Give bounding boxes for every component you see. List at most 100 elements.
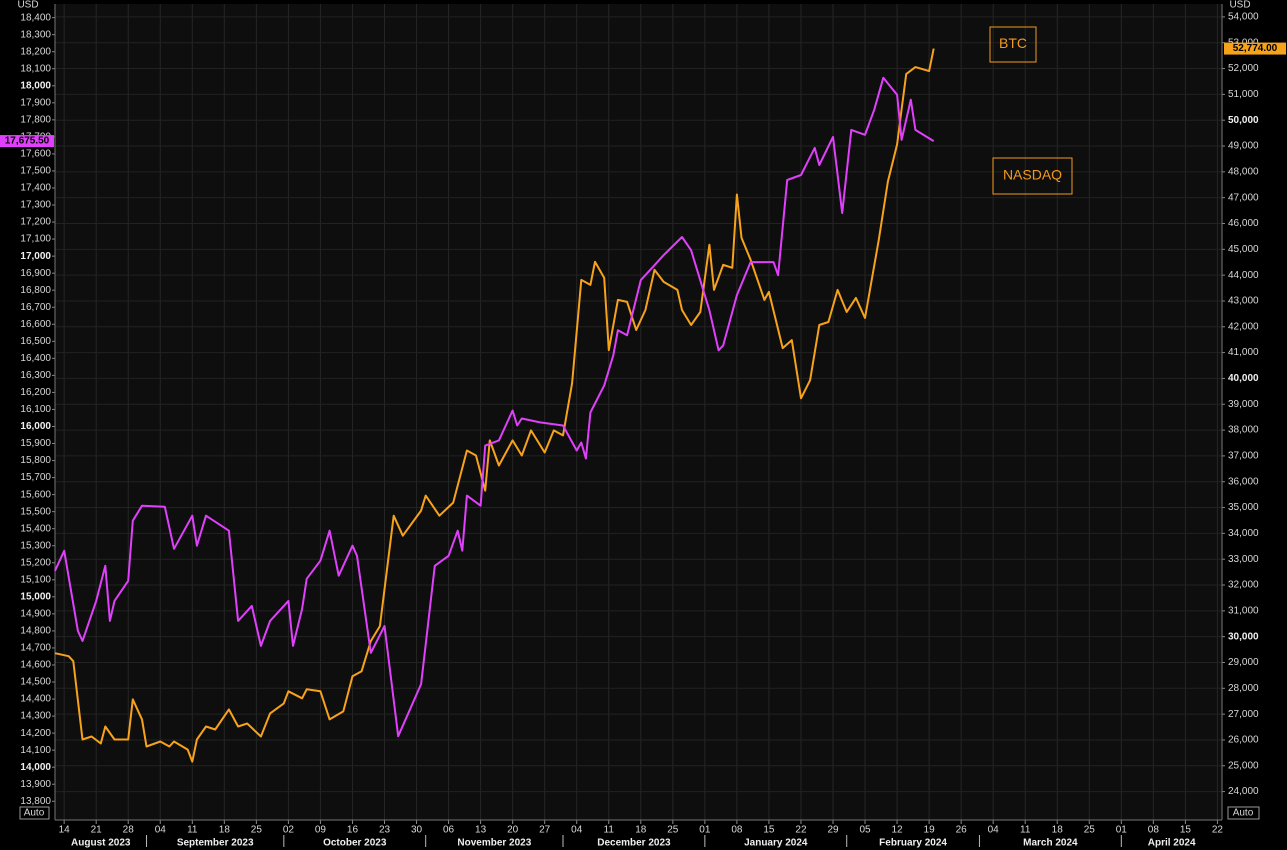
month-label: January 2024 bbox=[744, 838, 808, 849]
y-tick-label: 15,600 bbox=[20, 489, 51, 500]
y-tick-label: 14,600 bbox=[20, 660, 51, 671]
y2-tick-label: 52,000 bbox=[1228, 63, 1259, 74]
x-tick-label: 04 bbox=[988, 825, 1000, 836]
y-tick-label: 14,400 bbox=[20, 694, 51, 705]
x-tick-label: 01 bbox=[699, 825, 711, 836]
y2-tick-label: 42,000 bbox=[1228, 321, 1259, 332]
x-tick-label: 09 bbox=[315, 825, 327, 836]
y-tick-label: 16,900 bbox=[20, 268, 51, 279]
x-tick-label: 25 bbox=[1084, 825, 1096, 836]
y-tick-label: 15,400 bbox=[20, 523, 51, 534]
y2-unit: USD bbox=[1229, 0, 1250, 11]
x-tick-label: 06 bbox=[443, 825, 455, 836]
month-label: September 2023 bbox=[177, 838, 254, 849]
y-tick-label: 15,800 bbox=[20, 455, 51, 466]
y-tick-label: 17,100 bbox=[20, 234, 51, 245]
x-tick-label: 27 bbox=[539, 825, 551, 836]
x-tick-label: 08 bbox=[1148, 825, 1160, 836]
y2-tick-label: 49,000 bbox=[1228, 141, 1259, 152]
last-value-label: 52,774.00 bbox=[1233, 43, 1278, 54]
month-label: March 2024 bbox=[1023, 838, 1078, 849]
y-tick-label: 17,200 bbox=[20, 217, 51, 228]
last-value-box bbox=[0, 135, 54, 148]
month-label: December 2023 bbox=[597, 838, 671, 849]
y-tick-label: 17,300 bbox=[20, 200, 51, 211]
x-tick-label: 18 bbox=[219, 825, 231, 836]
y2-tick-label: 38,000 bbox=[1228, 425, 1259, 436]
y-tick-label: 17,800 bbox=[20, 114, 51, 125]
y-tick-label: 15,300 bbox=[20, 540, 51, 551]
month-label: April 2024 bbox=[1148, 838, 1196, 849]
y2-tick-label: 41,000 bbox=[1228, 347, 1259, 358]
y2-tick-label: 54,000 bbox=[1228, 12, 1259, 23]
y-tick-label: 14,000 bbox=[20, 762, 51, 773]
legend-label: BTC bbox=[999, 35, 1027, 51]
series-line bbox=[54, 76, 935, 738]
x-tick-label: 23 bbox=[379, 825, 391, 836]
y-unit: USD bbox=[17, 0, 38, 11]
y-tick-label: 14,500 bbox=[20, 677, 51, 688]
y2-tick-label: 31,000 bbox=[1228, 605, 1259, 616]
y2-tick-label: 34,000 bbox=[1228, 528, 1259, 539]
month-label: November 2023 bbox=[457, 838, 531, 849]
x-tick-label: 19 bbox=[924, 825, 936, 836]
auto-label[interactable]: Auto bbox=[24, 808, 45, 819]
y2-tick-label: 24,000 bbox=[1228, 786, 1259, 797]
y-tick-label: 16,100 bbox=[20, 404, 51, 415]
y2-tick-label: 44,000 bbox=[1228, 270, 1259, 281]
y2-tick-label: 37,000 bbox=[1228, 451, 1259, 462]
y2-tick-label: 25,000 bbox=[1228, 760, 1259, 771]
x-tick-label: 11 bbox=[187, 825, 198, 836]
y-tick-label: 18,100 bbox=[20, 63, 51, 74]
y-tick-label: 18,400 bbox=[20, 12, 51, 23]
x-tick-label: 15 bbox=[1180, 825, 1192, 836]
y2-tick-label: 33,000 bbox=[1228, 554, 1259, 565]
y2-tick-label: 32,000 bbox=[1228, 580, 1259, 591]
plot-area bbox=[55, 4, 1222, 820]
auto-label[interactable]: Auto bbox=[1233, 808, 1254, 819]
y2-tick-label: 50,000 bbox=[1228, 115, 1259, 126]
x-tick-label: 18 bbox=[635, 825, 647, 836]
auto-button[interactable] bbox=[19, 806, 50, 820]
y-tick-label: 18,200 bbox=[20, 46, 51, 57]
y2-tick-label: 28,000 bbox=[1228, 683, 1259, 694]
x-tick-label: 25 bbox=[667, 825, 679, 836]
x-tick-label: 22 bbox=[795, 825, 807, 836]
y-tick-label: 16,500 bbox=[20, 336, 51, 347]
x-tick-label: 11 bbox=[604, 825, 615, 836]
y-tick-label: 14,100 bbox=[20, 745, 51, 756]
x-tick-label: 15 bbox=[763, 825, 775, 836]
x-tick-label: 29 bbox=[827, 825, 839, 836]
x-tick-label: 30 bbox=[411, 825, 423, 836]
x-tick-label: 12 bbox=[892, 825, 904, 836]
y-tick-label: 16,000 bbox=[20, 421, 51, 432]
y-tick-label: 14,300 bbox=[20, 711, 51, 722]
y-tick-label: 15,900 bbox=[20, 438, 51, 449]
y2-tick-label: 30,000 bbox=[1228, 631, 1259, 642]
y-tick-label: 16,600 bbox=[20, 319, 51, 330]
y-tick-label: 13,900 bbox=[20, 779, 51, 790]
x-tick-label: 11 bbox=[1020, 825, 1031, 836]
legend-box bbox=[989, 26, 1037, 63]
series-line bbox=[54, 48, 935, 763]
x-tick-label: 25 bbox=[251, 825, 263, 836]
x-tick-label: 05 bbox=[859, 825, 871, 836]
y-tick-label: 14,700 bbox=[20, 643, 51, 654]
x-tick-label: 04 bbox=[571, 825, 583, 836]
y-tick-label: 14,900 bbox=[20, 609, 51, 620]
y2-tick-label: 39,000 bbox=[1228, 399, 1259, 410]
y-tick-label: 15,200 bbox=[20, 557, 51, 568]
x-tick-label: 16 bbox=[347, 825, 359, 836]
auto-button[interactable] bbox=[1227, 806, 1260, 820]
y2-tick-label: 47,000 bbox=[1228, 192, 1259, 203]
y-tick-label: 17,900 bbox=[20, 97, 51, 108]
y-tick-label: 17,400 bbox=[20, 183, 51, 194]
y2-tick-label: 26,000 bbox=[1228, 735, 1259, 746]
x-tick-label: 14 bbox=[59, 825, 71, 836]
y2-tick-label: 45,000 bbox=[1228, 244, 1259, 255]
y-tick-label: 14,200 bbox=[20, 728, 51, 739]
y-tick-label: 15,700 bbox=[20, 472, 51, 483]
y-tick-label: 16,200 bbox=[20, 387, 51, 398]
y-tick-label: 15,500 bbox=[20, 506, 51, 517]
